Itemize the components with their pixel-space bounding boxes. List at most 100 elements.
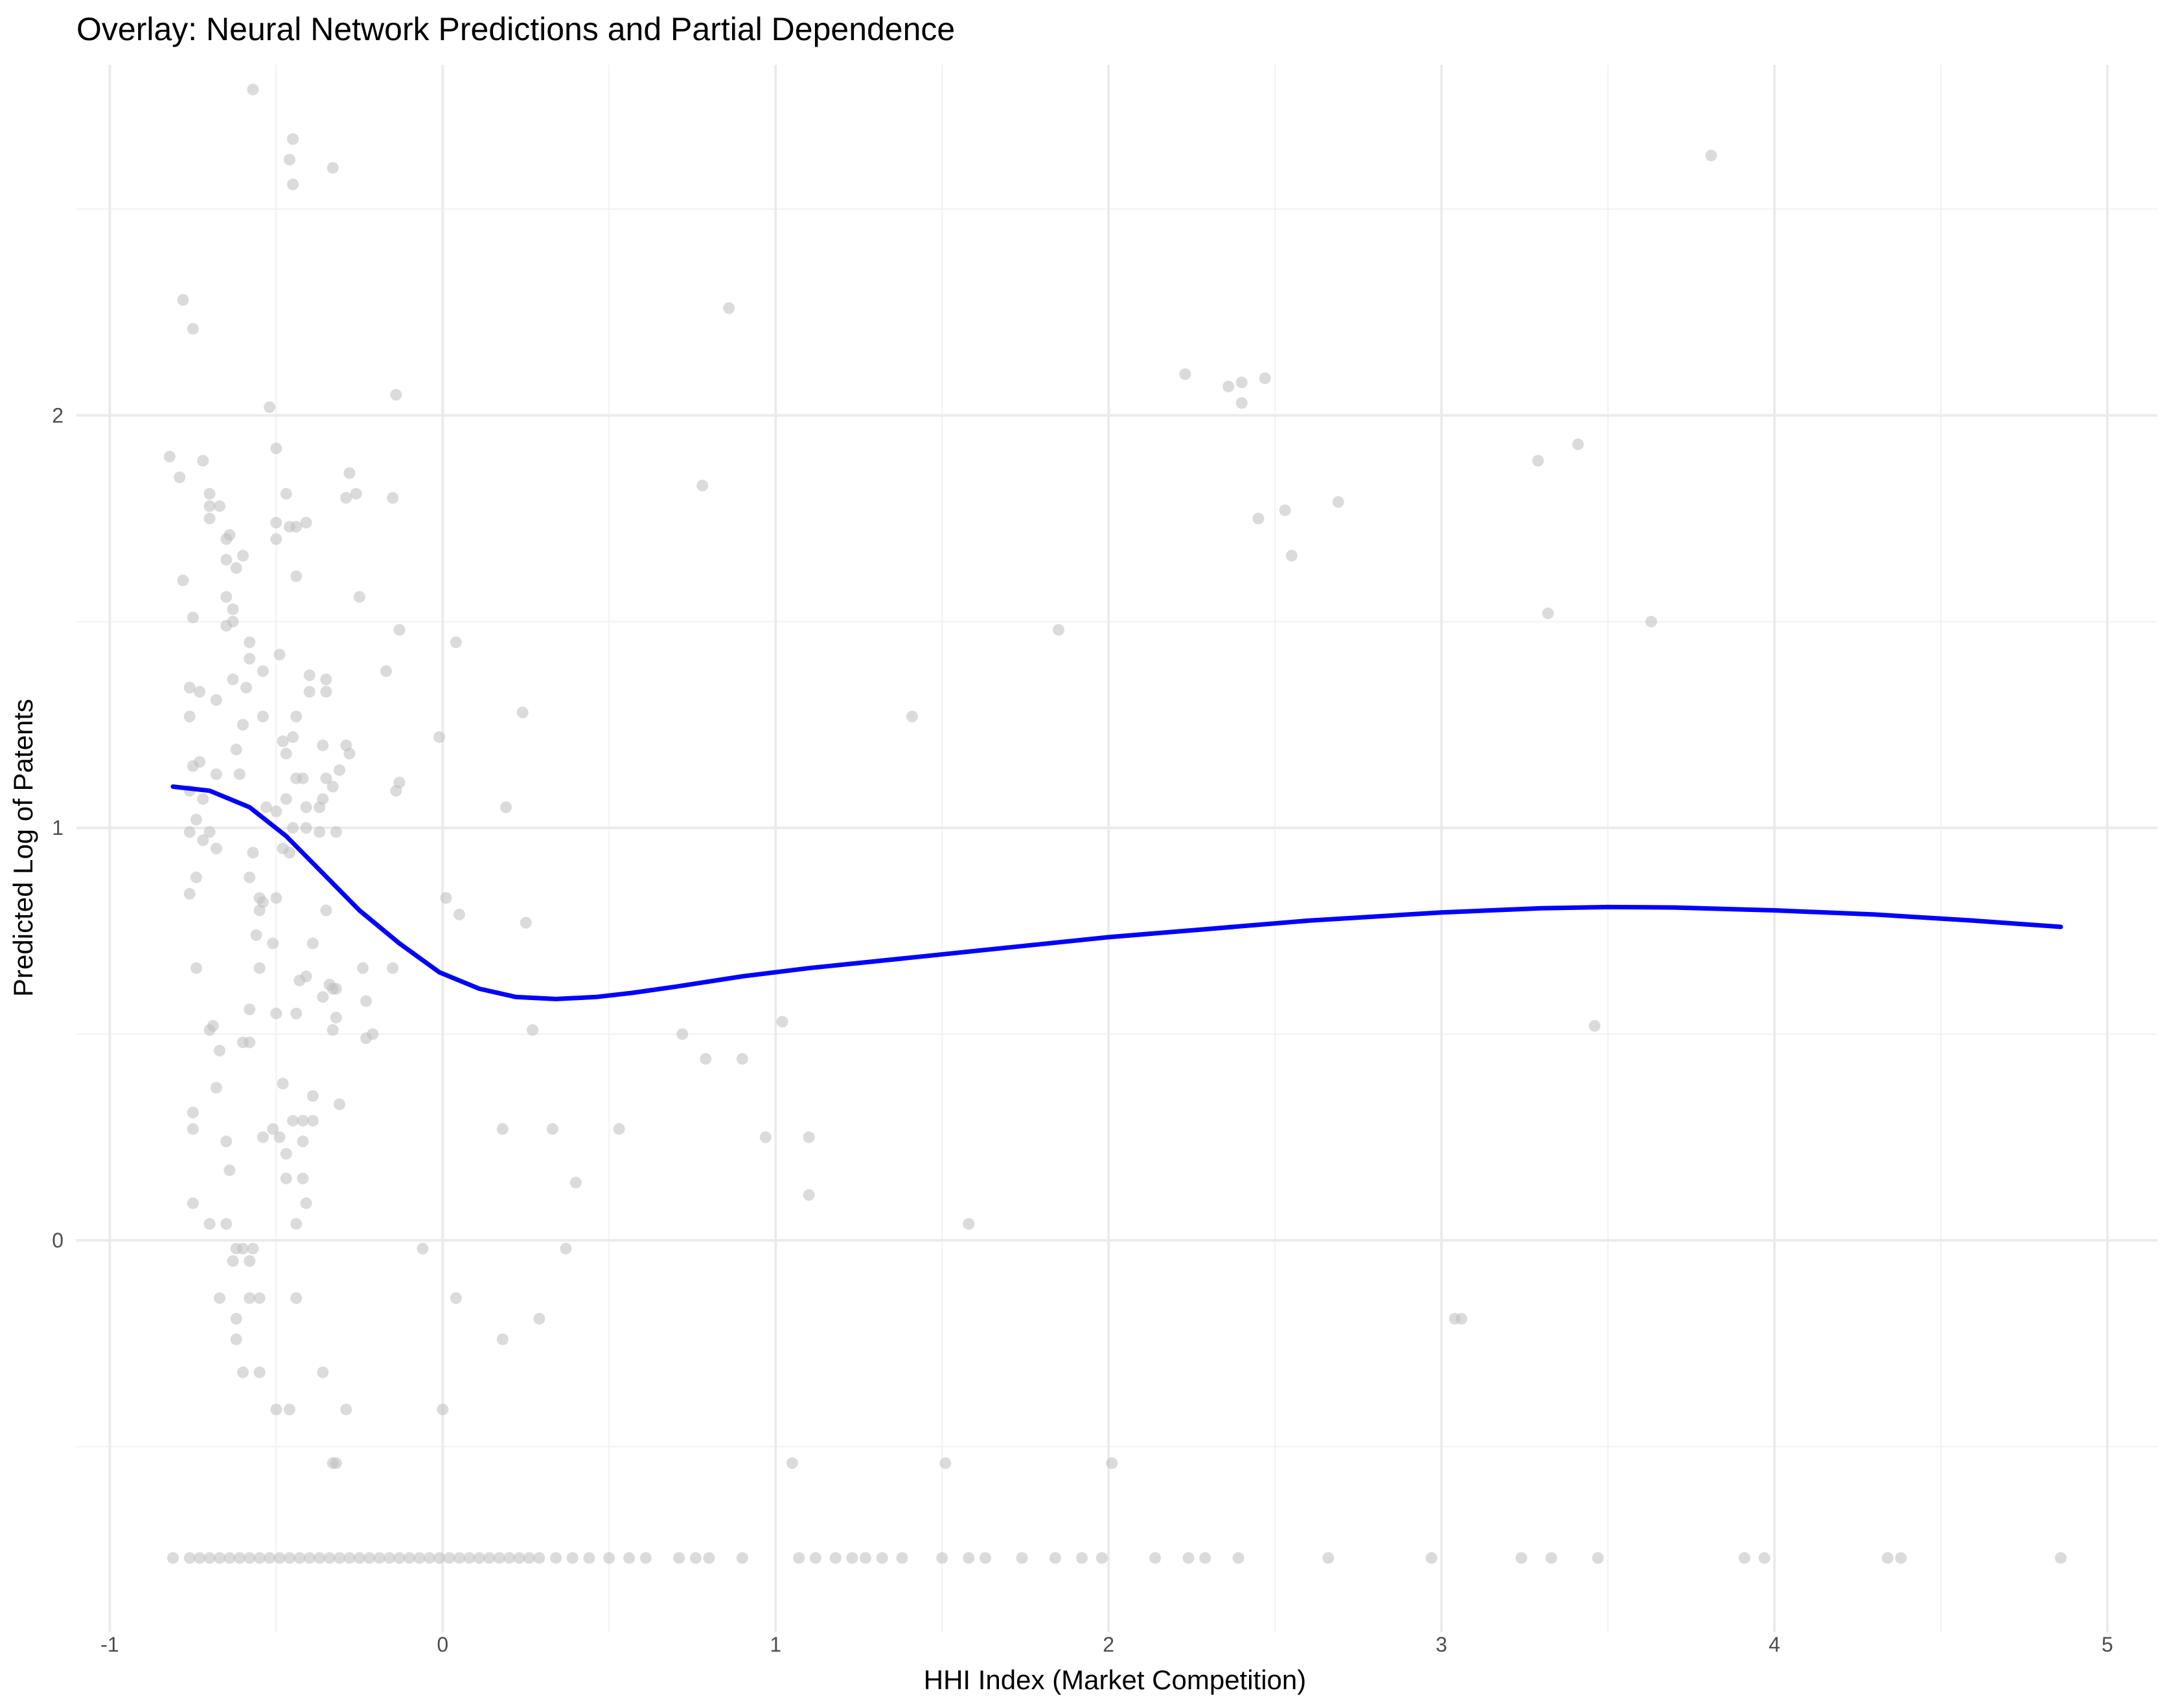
scatter-point [320,686,332,698]
scatter-point [1572,438,1584,450]
scatter-point [393,1552,406,1564]
tick-labels: -1 0 1 2 3 4 5 0 1 2 [52,404,2113,1656]
scatter-point [546,1123,558,1135]
scatter-point [273,1131,286,1143]
scatter-point [300,1197,312,1209]
scatter-point [1106,1457,1118,1469]
scatter-point [287,133,299,145]
scatter-point [253,904,266,917]
scatter-point [290,711,303,723]
scatter-point [403,1552,415,1564]
scatter-point [203,1552,216,1564]
scatter-point [384,1552,396,1564]
scatter-point [270,516,282,529]
scatter-point [197,455,209,467]
scatter-point [450,636,462,648]
scatter-point [1588,1019,1601,1032]
scatter-point [1592,1552,1604,1564]
scatter-point [387,962,399,974]
y-tick-label: 2 [52,404,63,427]
scatter-point [523,1552,535,1564]
scatter-point [253,1552,266,1564]
scatter-point [187,323,199,335]
scatter-point [516,706,529,718]
scatter-point [257,1131,269,1143]
scatter-point [224,1164,236,1176]
scatter-point [203,488,216,500]
scatter-point [293,974,306,986]
scatter-point [264,401,276,413]
scatter-point [1532,455,1544,467]
scatter-point [314,1552,326,1564]
scatter-point [290,521,303,533]
scatter-point [363,1552,376,1564]
scatter-point [1182,1552,1195,1564]
scatter-point [639,1552,652,1564]
scatter-point [1252,512,1265,525]
scatter-point [390,784,402,797]
scatter-point [277,1078,289,1089]
scatter-point [283,154,295,166]
scatter-point [183,681,196,694]
x-tick-label: 0 [437,1633,448,1656]
scatter-point [210,843,222,854]
scatter-point [330,1457,342,1469]
scatter-point [550,1552,562,1564]
scatter-point [317,1366,329,1378]
scatter-point [1705,150,1717,162]
scatter-point [247,84,259,96]
scatter-point [1645,615,1657,628]
scatter-point [230,744,242,756]
scatter-point [1279,504,1291,516]
scatter-point [560,1242,572,1255]
grid [76,65,2157,1632]
scatter-point [190,814,203,826]
scatter-point [936,1552,948,1564]
scatter-point [210,1082,222,1094]
scatter-point [290,1218,303,1230]
scatter-point [283,847,295,859]
scatter-point [343,1552,356,1564]
scatter-point [247,847,259,859]
scatter-point [1016,1552,1028,1564]
scatter-point [327,1024,339,1036]
scatter-point [423,1552,435,1564]
scatter-point [440,892,452,904]
scatter-point [273,648,286,661]
scatter-point [1881,1552,1894,1564]
scatter-point [177,575,189,587]
scatter-point [190,962,203,974]
scatter-point [569,1176,582,1189]
scatter-point [1259,372,1271,384]
scatter-point [213,1045,225,1057]
y-tick-label: 1 [52,816,63,839]
scatter-point [533,1552,545,1564]
partial-dependence [170,784,2063,1001]
scatter-point [230,562,242,574]
scatter-point [300,822,312,834]
scatter-point [2054,1552,2067,1564]
scatter-point [373,1552,385,1564]
scatter-point [257,665,269,678]
scatter-point [939,1457,952,1469]
scatter-point [297,1135,309,1148]
scatter-point [190,871,203,883]
scatter-point [213,1292,225,1304]
scatter-point [353,1552,365,1564]
scatter-point [244,636,256,648]
scatter-point [1455,1313,1467,1325]
scatter-point [220,1218,233,1230]
scatter-point [453,1552,466,1564]
scatter-point [244,1003,256,1016]
scatter-point [267,937,279,950]
scatter-point [356,962,369,974]
scatter-point [703,1552,715,1564]
scatter-point [330,1012,342,1024]
scatter-point [203,512,216,525]
scatter-point [236,1366,249,1378]
scatter-point [303,686,315,698]
scatter-point [1515,1552,1528,1564]
scatter-point [174,471,186,483]
scatter-point [736,1552,748,1564]
scatter-point [496,1123,509,1135]
